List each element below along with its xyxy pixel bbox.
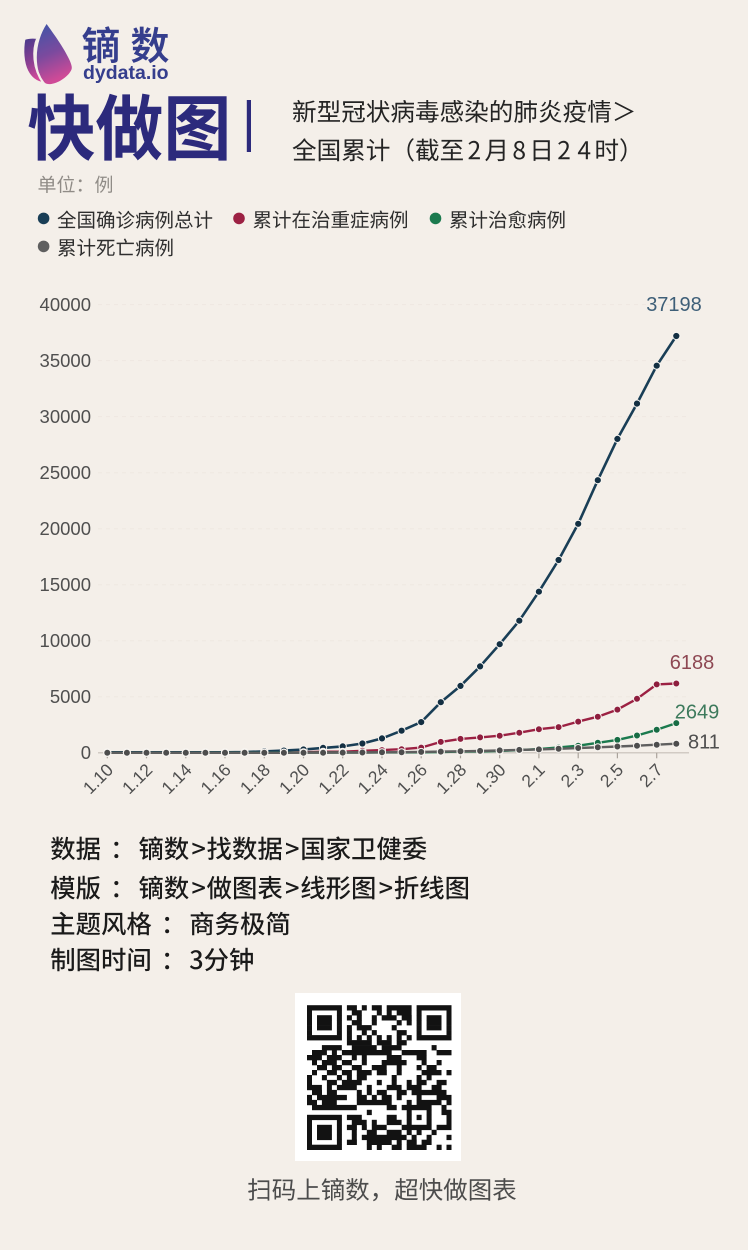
svg-text:25000: 25000 [40, 462, 91, 483]
svg-text:20000: 20000 [40, 518, 91, 539]
svg-text:811: 811 [688, 732, 720, 754]
svg-text:2649: 2649 [675, 701, 720, 723]
svg-text:15000: 15000 [40, 574, 91, 595]
svg-text:35000: 35000 [40, 350, 91, 371]
svg-text:40000: 40000 [40, 294, 91, 315]
svg-text:0: 0 [81, 742, 91, 763]
svg-text:5000: 5000 [50, 686, 91, 707]
svg-text:10000: 10000 [40, 630, 91, 651]
svg-text:dydata.io: dydata.io [83, 62, 169, 84]
svg-text:37198: 37198 [646, 294, 702, 316]
svg-text:30000: 30000 [40, 406, 91, 427]
svg-text:6188: 6188 [670, 652, 715, 674]
